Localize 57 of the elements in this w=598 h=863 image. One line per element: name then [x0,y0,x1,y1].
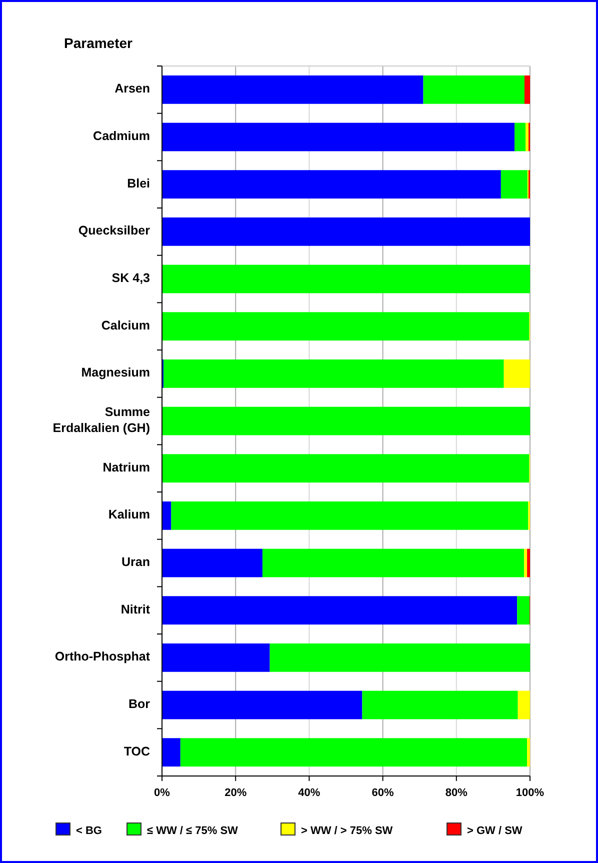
bar [162,738,180,767]
bar [162,312,530,341]
y-tick-label: Kalium [108,508,150,522]
bar [527,738,530,767]
bar [500,170,528,199]
y-tick-label: Calcium [101,318,150,333]
bar [171,501,528,530]
bar [162,264,530,294]
bar [162,454,530,483]
bar [162,690,362,720]
bar [517,596,530,625]
bar [524,548,528,578]
y-tick-label: Bor [128,697,150,712]
legend-label: < BG [76,825,102,837]
y-tick-label: Quecksilber [78,224,150,238]
bar [262,548,524,578]
bar [504,359,530,388]
y-axis-title: Parameter [64,35,134,51]
bar [162,548,262,578]
bar [527,548,530,578]
y-tick-label: Uran [122,555,150,570]
legend-label: > WW / > 75% SW [301,825,394,837]
y-tick-label: Nitrit [120,602,151,617]
y-tick-label: SK 4,3 [112,271,150,286]
bar [162,501,172,530]
bar [514,122,526,152]
x-tick-label: 0% [154,787,170,799]
legend-label: ≤ WW / ≤ 75% SW [147,825,239,837]
bar [270,643,530,672]
y-tick-label: Summe Erdalkalien (GH) [52,405,150,436]
y-tick-label: Arsen [114,82,150,96]
y-tick-label: Blei [127,176,150,191]
x-tick-label: 80% [445,787,468,799]
bar [162,170,501,199]
x-tick-label: 40% [298,787,320,799]
bar [163,359,504,388]
bar [162,75,424,104]
bar [162,596,518,625]
x-tick-label: 20% [224,787,247,799]
legend-label: > GW / SW [467,825,523,837]
bar [524,75,530,104]
y-tick-label: Natrium [102,460,150,475]
bar [518,690,530,720]
y-tick-label: Cadmium [93,129,150,144]
bar [162,217,530,246]
y-tick-label: Magnesium [81,366,150,380]
bar [362,690,518,720]
y-tick-label: TOC [124,744,150,759]
bar [162,643,270,672]
bar [162,406,530,436]
bar [180,738,528,767]
bar [423,75,524,104]
bar [526,122,529,152]
x-tick-label: 100% [516,787,544,799]
y-tick-label: Ortho-Phosphat [54,650,151,664]
x-tick-label: 60% [372,787,394,799]
bar [162,122,515,152]
